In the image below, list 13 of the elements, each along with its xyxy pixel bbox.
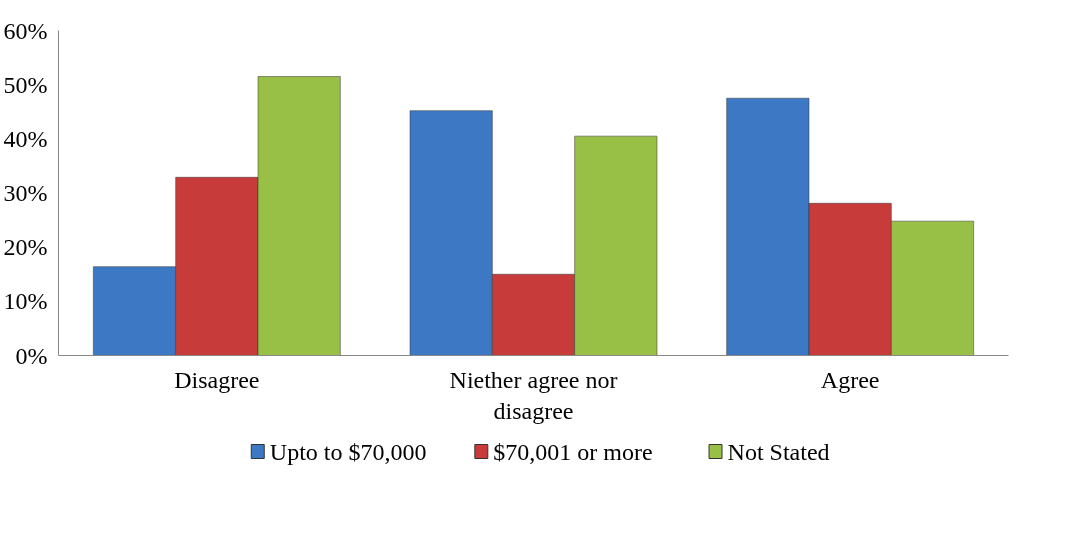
y-tick-label: 40% [3, 125, 48, 152]
legend-label: Not Stated [727, 438, 830, 465]
legend-label: $70,001 or more [493, 438, 653, 465]
y-tick-label: 10% [3, 288, 48, 315]
legend-label: Upto to $70,000 [269, 438, 427, 465]
y-tick-label: 30% [3, 180, 48, 206]
x-tick-label: Niether agree nor disagree [449, 366, 618, 424]
x-tick-label: Disagree [174, 366, 260, 393]
x-tick-label: Agree [820, 366, 880, 393]
y-tick-label: 60% [3, 17, 48, 44]
y-tick-label: 20% [3, 234, 48, 261]
y-tick-label: 50% [3, 71, 48, 98]
y-tick-label: 0% [15, 342, 48, 369]
